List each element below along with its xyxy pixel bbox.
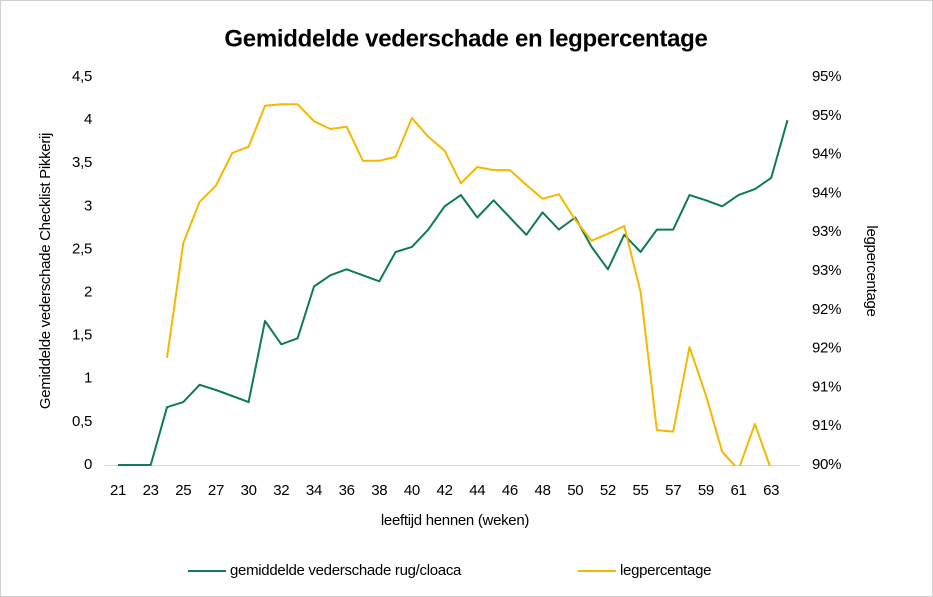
x-tick-label: 48: [535, 482, 551, 499]
y2-tick-label: 93%: [812, 223, 841, 240]
y2-tick-label: 94%: [812, 146, 841, 163]
x-tick-label: 40: [404, 482, 420, 499]
y-tick-label: 1,5: [72, 327, 92, 344]
x-tick-label: 23: [143, 482, 159, 499]
x-tick-label: 21: [110, 482, 126, 499]
y-tick-label: 2: [84, 284, 92, 301]
y2-tick-label: 94%: [812, 184, 841, 201]
x-tick-label: 55: [633, 482, 649, 499]
x-tick-label: 42: [437, 482, 453, 499]
y2-tick-label: 92%: [812, 301, 841, 318]
y-tick-label: 0: [84, 456, 92, 473]
x-tick-label: 25: [175, 482, 191, 499]
legend-label: legpercentage: [620, 562, 711, 579]
x-tick-label: 30: [241, 482, 257, 499]
y2-tick-label: 92%: [812, 340, 841, 357]
y-tick-label: 3: [84, 197, 92, 214]
y2-axis-label: legpercentage: [863, 225, 880, 316]
y2-tick-label: 93%: [812, 262, 841, 279]
series-line: [166, 103, 771, 466]
series-line: [118, 119, 789, 466]
legend-label: gemiddelde vederschade rug/cloaca: [230, 562, 462, 579]
x-tick-label: 61: [730, 482, 746, 499]
y-tick-label: 0,5: [72, 413, 92, 430]
x-axis-label: leeftijd hennen (weken): [381, 512, 530, 529]
y2-tick-label: 90%: [812, 456, 841, 473]
y2-tick-label: 95%: [812, 68, 841, 85]
x-tick-label: 44: [469, 482, 485, 499]
x-tick-label: 46: [502, 482, 518, 499]
y-tick-label: 4: [84, 111, 92, 128]
y-tick-label: 4,5: [72, 68, 92, 85]
y2-tick-label: 95%: [812, 107, 841, 124]
y-tick-label: 2,5: [72, 240, 92, 257]
chart-title: Gemiddelde vederschade en legpercentage: [224, 25, 707, 52]
x-tick-label: 63: [763, 482, 779, 499]
x-tick-label: 59: [698, 482, 714, 499]
x-tick-label: 36: [339, 482, 355, 499]
x-tick-label: 38: [371, 482, 387, 499]
y2-tick-label: 91%: [812, 417, 841, 434]
x-tick-label: 34: [306, 482, 322, 499]
x-tick-label: 27: [208, 482, 224, 499]
y-axis-label: Gemiddelde vederschade Checklist Pikkeri…: [37, 133, 54, 409]
x-tick-label: 52: [600, 482, 616, 499]
x-tick-label: 50: [567, 482, 583, 499]
plot-area: [118, 103, 789, 466]
x-tick-label: 32: [273, 482, 289, 499]
y-tick-label: 1: [84, 370, 92, 387]
y2-tick-label: 91%: [812, 378, 841, 395]
y-tick-label: 3,5: [72, 154, 92, 171]
x-tick-label: 57: [665, 482, 681, 499]
